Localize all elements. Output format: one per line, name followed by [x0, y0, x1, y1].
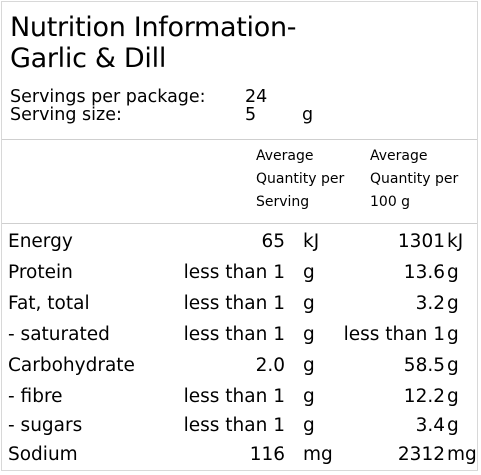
- per-100g-quantity: 58.5: [403, 355, 445, 376]
- servings-per-package-value: 24: [245, 87, 268, 107]
- per-serving-quantity: less than 1: [183, 415, 285, 436]
- per-100g-unit: g: [447, 293, 459, 314]
- per-100g-quantity: 3.2: [415, 293, 445, 314]
- table-row: Carbohydrate 2.0 g 58.5 g: [2, 351, 479, 381]
- title-line-1: Nutrition Information-: [10, 12, 297, 43]
- per-100g-unit: kJ: [447, 231, 464, 252]
- table-row: Sodium 116 mg 2312 mg: [2, 440, 479, 470]
- per-serving-quantity: less than 1: [183, 386, 285, 407]
- title-line-2: Garlic & Dill: [10, 43, 167, 74]
- serving-size-unit: g: [302, 105, 314, 125]
- table-row: Energy 65 kJ 1301 kJ: [2, 227, 479, 257]
- per-serving-header-line-3: Serving: [256, 194, 310, 210]
- table-row: - saturated less than 1 g less than 1 g: [2, 320, 479, 350]
- per-serving-header-line-2: Quantity per: [256, 171, 345, 187]
- per-100g-quantity: 13.6: [403, 262, 445, 283]
- table-row: - sugars less than 1 g 3.4 g: [2, 411, 479, 441]
- per-serving-unit: g: [303, 355, 315, 376]
- per-100g-quantity: less than 1: [343, 324, 445, 345]
- nutrient-name: Carbohydrate: [8, 355, 135, 376]
- per-serving-quantity: 65: [261, 231, 285, 252]
- per-serving-unit: kJ: [303, 231, 320, 252]
- nutrient-name: - sugars: [8, 415, 83, 436]
- nutrient-name: - fibre: [8, 386, 63, 407]
- table-row: Fat, total less than 1 g 3.2 g: [2, 289, 479, 319]
- nutrient-name: Protein: [8, 262, 73, 283]
- per-100g-quantity: 12.2: [403, 386, 445, 407]
- per-100g-unit: g: [447, 262, 459, 283]
- column-header-per-100g: Average Quantity per 100 g: [370, 145, 475, 214]
- per-serving-unit: g: [303, 386, 315, 407]
- table-row: Protein less than 1 g 13.6 g: [2, 258, 479, 288]
- per-100g-unit: g: [447, 324, 459, 345]
- nutrient-name: - saturated: [8, 324, 110, 345]
- per-serving-unit: g: [303, 262, 315, 283]
- per-100g-unit: mg: [447, 444, 477, 465]
- column-header-per-serving: Average Quantity per Serving: [256, 145, 366, 214]
- nutrient-name: Fat, total: [8, 293, 90, 314]
- per-serving-quantity: less than 1: [183, 262, 285, 283]
- serving-size: Serving size: 5 g: [10, 106, 330, 124]
- per-serving-unit: mg: [303, 444, 333, 465]
- per-100g-quantity: 1301: [397, 231, 445, 252]
- per-100g-header-line-1: Average: [370, 148, 428, 164]
- per-serving-quantity: less than 1: [183, 324, 285, 345]
- per-100g-unit: g: [447, 355, 459, 376]
- nutrient-name: Energy: [8, 231, 73, 252]
- per-100g-header-line-2: Quantity per: [370, 171, 459, 187]
- per-serving-unit: g: [303, 415, 315, 436]
- serving-size-value: 5: [245, 105, 257, 125]
- per-100g-unit: g: [447, 386, 459, 407]
- table-row: - fibre less than 1 g 12.2 g: [2, 382, 479, 412]
- header-divider: [2, 139, 477, 140]
- serving-size-label: Serving size:: [10, 105, 122, 125]
- per-100g-quantity: 2312: [397, 444, 445, 465]
- per-100g-unit: g: [447, 415, 459, 436]
- per-100g-header-line-3: 100 g: [370, 194, 411, 210]
- per-100g-quantity: 3.4: [415, 415, 445, 436]
- per-serving-quantity: 116: [249, 444, 285, 465]
- per-serving-unit: g: [303, 324, 315, 345]
- table-divider: [2, 223, 477, 224]
- servings-per-package: Servings per package: 24: [10, 88, 330, 106]
- per-serving-quantity: less than 1: [183, 293, 285, 314]
- per-serving-header-line-1: Average: [256, 148, 314, 164]
- per-serving-unit: g: [303, 293, 315, 314]
- panel-title: Nutrition Information- Garlic & Dill: [10, 12, 297, 74]
- nutrient-name: Sodium: [8, 444, 78, 465]
- servings-per-package-label: Servings per package:: [10, 87, 206, 107]
- per-serving-quantity: 2.0: [255, 355, 285, 376]
